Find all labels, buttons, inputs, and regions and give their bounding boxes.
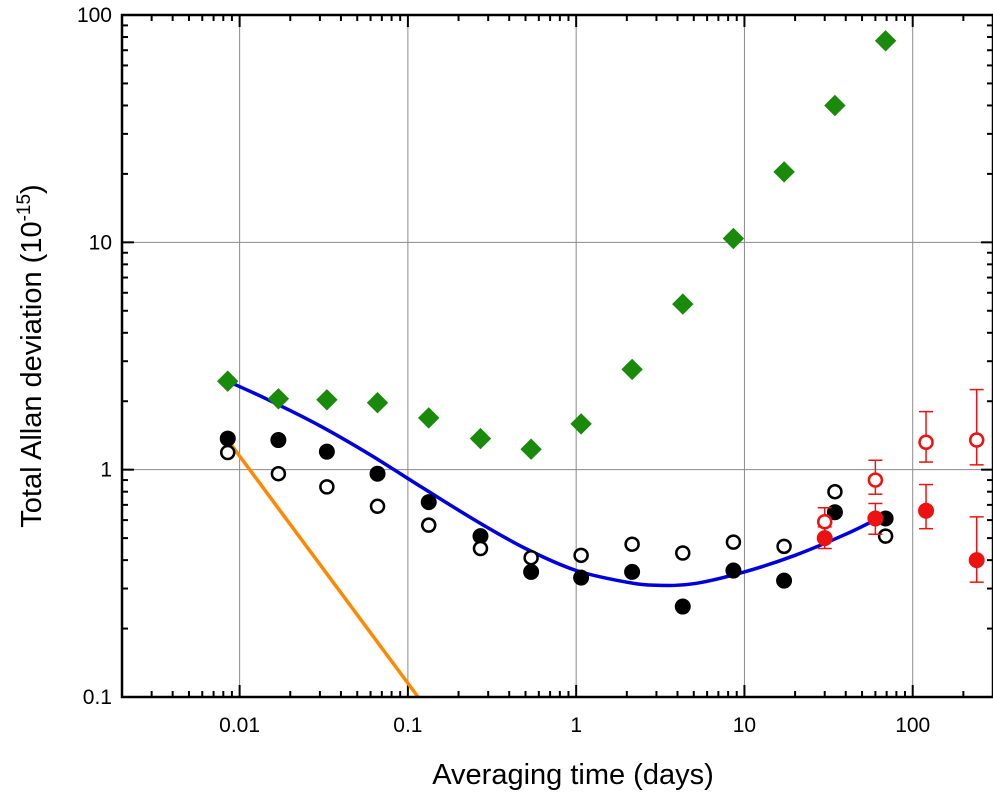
filled-red-circle-point	[918, 502, 935, 519]
open-black-circle-point	[420, 517, 437, 533]
diamond-point	[366, 391, 389, 414]
axis-ticks	[121, 14, 993, 698]
y-tick-label: 10	[89, 231, 112, 254]
open-black-circle-point	[624, 536, 640, 552]
filled-black-circle-point	[523, 563, 540, 580]
filled-black-circle-point	[674, 598, 691, 615]
open-black-circle-point	[877, 528, 894, 544]
filled-black-circle-point	[624, 563, 641, 580]
filled-black-circle-point	[270, 432, 287, 449]
diamond-point	[520, 438, 542, 460]
filled-red-circle-point	[867, 510, 884, 527]
y-tick-label: 0.1	[83, 686, 112, 709]
diamond-point	[417, 407, 440, 429]
x-tick-label: 1	[570, 714, 582, 737]
y-tick-label: 1	[100, 459, 112, 482]
diamond-point	[316, 389, 338, 411]
y-axis-label-main: Total Allan deviation (10	[16, 221, 48, 527]
y-axis-label: Total Allan deviation (10-15)	[14, 184, 48, 527]
filled-black-circle-point	[420, 494, 437, 511]
plot-frame	[120, 13, 993, 699]
diamond-point	[824, 94, 846, 117]
data-markers	[216, 30, 985, 615]
filled-red-circle-point	[968, 552, 985, 569]
diamond-point	[267, 388, 290, 410]
open-red-circle-point	[918, 434, 934, 451]
open-black-circle-point	[219, 444, 236, 461]
grid-lines	[122, 15, 993, 697]
diamond-point	[773, 161, 795, 183]
x-tick-label: 0.1	[393, 714, 422, 737]
filled-black-circle-point	[725, 562, 742, 579]
open-black-circle-point	[675, 545, 691, 561]
filled-black-circle-point	[318, 443, 335, 460]
open-black-circle-point	[827, 483, 843, 500]
diamond-point	[216, 370, 239, 392]
diamond-point	[722, 227, 745, 250]
y-axis-label-end: )	[16, 184, 48, 194]
open-black-circle-point	[573, 547, 589, 564]
fit-lines	[226, 379, 882, 699]
x-tick-label: 100	[895, 714, 930, 737]
open-red-circle-point	[816, 514, 833, 530]
y-axis-label-exponent: -15	[14, 194, 35, 221]
open-black-circle-point	[776, 538, 792, 555]
open-black-circle-point	[523, 549, 539, 566]
open-black-circle-point	[369, 498, 386, 515]
filled-black-circle-point	[219, 430, 236, 447]
x-tick-label: 0.01	[219, 714, 260, 737]
diamond-point	[469, 427, 492, 450]
open-red-circle-point	[968, 432, 985, 448]
open-black-circle-point	[319, 479, 335, 495]
open-black-circle-point	[472, 540, 489, 557]
diamond-point	[874, 30, 897, 52]
fit-line-orange	[226, 438, 420, 699]
filled-black-circle-point	[776, 572, 793, 589]
x-axis-label: Averaging time (days)	[432, 759, 714, 791]
open-red-circle-point	[867, 472, 884, 488]
x-tick-label: 10	[733, 714, 756, 737]
diamond-point	[672, 293, 694, 315]
filled-black-circle-point	[573, 569, 590, 586]
filled-black-circle-point	[369, 465, 386, 482]
open-black-circle-point	[270, 465, 287, 482]
open-black-circle-point	[725, 534, 742, 550]
y-tick-label: 100	[77, 4, 112, 27]
diamond-point	[621, 358, 643, 381]
diamond-point	[570, 413, 592, 435]
fit-line-blue	[226, 379, 882, 588]
tick-labels: 0.01 0.1 1 10 100 0.1 1 10 100	[77, 4, 930, 737]
